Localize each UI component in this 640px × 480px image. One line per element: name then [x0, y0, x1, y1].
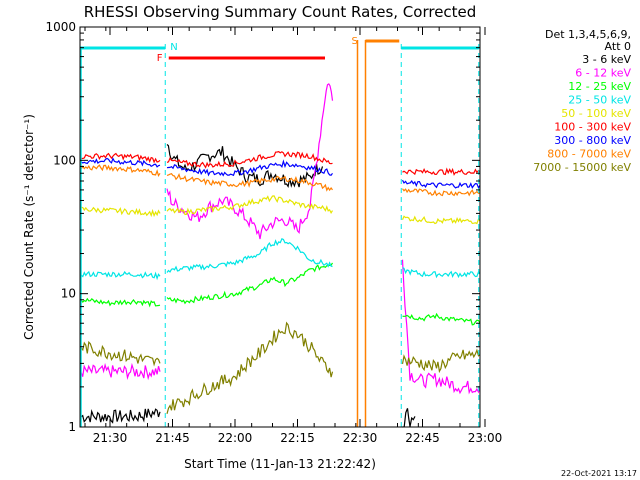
series-3-segment-2 [166, 262, 334, 305]
series-8-segment-2 [166, 172, 333, 192]
series-9-segment-3 [401, 348, 481, 374]
y-tick-label-3: 100 [53, 153, 76, 167]
x-tick-label-4: 22:15 [280, 431, 315, 445]
series-7 [80, 156, 481, 190]
series-9-segment-1 [80, 340, 161, 367]
x-tick-label-5: 22:30 [343, 431, 378, 445]
chart-title: RHESSI Observing Summary Count Rates, Co… [84, 3, 477, 21]
legend-entry-8: 800 - 7000 keV [547, 148, 631, 161]
night-marker-label: N [170, 42, 177, 53]
legend-entry-7: 300 - 800 keV [554, 134, 631, 147]
series-4 [80, 237, 481, 281]
series-5-segment-1 [81, 206, 161, 218]
series-3-segment-1 [80, 297, 161, 308]
series-8-segment-3 [402, 188, 481, 197]
legend-entry-3: 12 - 25 keV [568, 80, 631, 93]
series-6-segment-2 [166, 151, 333, 169]
series-1-segment-3 [402, 408, 416, 428]
series-7-segment-2 [166, 159, 333, 177]
series-2 [80, 83, 481, 395]
legend-entry-5: 50 - 100 keV [561, 107, 631, 120]
saa-marker-label: S [352, 36, 358, 47]
x-tick-label-2: 21:45 [155, 431, 190, 445]
series-3-segment-3 [402, 312, 481, 326]
y-axis-label: Corrected Count Rate (s⁻¹ detector⁻¹) [22, 114, 36, 340]
x-tick-label-7: 23:00 [468, 431, 503, 445]
series-6-segment-1 [81, 152, 161, 164]
series-7-segment-3 [401, 179, 481, 190]
legend-header-attenuator: Att 0 [605, 40, 631, 53]
series-5-segment-2 [166, 195, 334, 216]
x-tick-label-6: 22:45 [405, 431, 440, 445]
x-tick-label-3: 22:00 [218, 431, 253, 445]
series-8-segment-1 [80, 164, 161, 178]
series-8 [80, 164, 481, 197]
series-4-segment-3 [402, 267, 481, 279]
legend-header-detectors: Det 1,3,4,5,6,9, [545, 28, 631, 41]
legend-entry-6: 100 - 300 keV [554, 121, 631, 134]
series-4-segment-2 [166, 237, 333, 273]
series-6 [81, 151, 481, 176]
legend-entry-9: 7000 - 15000 keV [533, 161, 631, 174]
axes-layer: 21:30 21:45 22:00 22:15 22:30 22:45 23:00 1 10 10… [45, 20, 502, 445]
series-6-segment-3 [402, 167, 481, 176]
x-tick-label-1: 21:30 [93, 431, 128, 445]
footer-timestamp: 22-Oct-2021 13:17 [561, 469, 637, 478]
x-axis-label: Start Time (11-Jan-13 21:22:42) [184, 457, 376, 471]
series-7-segment-1 [80, 156, 161, 168]
series-9 [80, 321, 481, 414]
series-layer [80, 83, 481, 428]
y-tick-label-2: 10 [61, 287, 76, 301]
plot-frame [79, 26, 481, 428]
series-4-segment-1 [80, 270, 161, 281]
y-tick-label-1: 1 [68, 420, 76, 434]
series-3 [80, 262, 481, 326]
y-tick-label-4: 1000 [45, 20, 76, 34]
series-9-segment-2 [166, 321, 334, 414]
series-5-segment-3 [401, 215, 481, 225]
series-5 [81, 195, 481, 225]
series-1-segment-1 [80, 408, 161, 424]
plot-area [80, 27, 480, 427]
series-2-segment-1 [80, 362, 161, 381]
series-2-segment-2 [166, 83, 334, 240]
marker-layer: NF S [80, 36, 480, 427]
plot-frame-fill [80, 27, 480, 427]
series-2-segment-3 [401, 259, 481, 395]
legend-entry-1: 3 - 6 keV [582, 53, 631, 66]
legend-entry-4: 25 - 50 keV [568, 94, 631, 107]
legend-entry-2: 6 - 12 keV [575, 67, 631, 80]
flare-marker-label: F [157, 53, 163, 64]
